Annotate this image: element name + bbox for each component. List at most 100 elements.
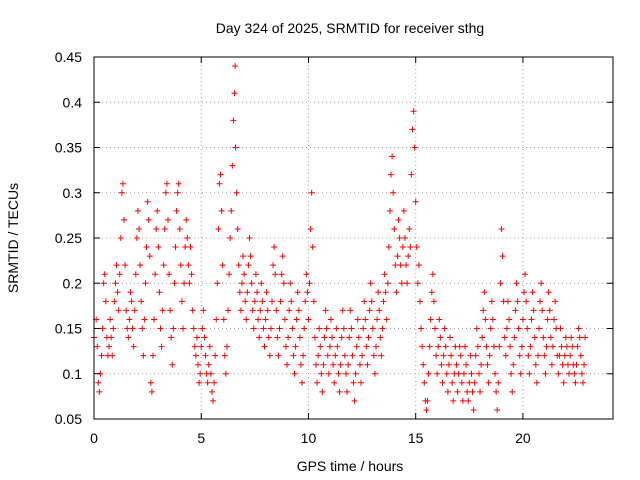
data-point	[438, 361, 445, 368]
data-point	[336, 388, 343, 395]
data-point	[102, 298, 109, 305]
data-point	[304, 289, 311, 296]
chart-title: Day 324 of 2025, SRMTID for receiver sth…	[216, 20, 484, 36]
data-point	[206, 343, 213, 350]
data-point	[475, 370, 482, 377]
data-point	[523, 298, 530, 305]
data-point	[158, 343, 165, 350]
data-point	[284, 361, 291, 368]
data-point	[341, 352, 348, 359]
data-point	[196, 379, 203, 386]
data-point	[436, 316, 443, 323]
data-point	[180, 325, 187, 332]
data-point	[546, 307, 553, 314]
data-point	[258, 280, 265, 287]
data-point	[531, 334, 538, 341]
data-point	[497, 280, 504, 287]
data-point	[567, 352, 574, 359]
data-point	[293, 316, 300, 323]
data-point	[407, 244, 414, 251]
data-point	[275, 352, 282, 359]
data-point	[455, 370, 462, 377]
data-point	[126, 316, 133, 323]
data-point	[527, 343, 534, 350]
data-point	[344, 388, 351, 395]
data-point	[337, 361, 344, 368]
data-point	[147, 379, 154, 386]
data-point	[223, 343, 230, 350]
data-point	[289, 325, 296, 332]
data-point	[317, 343, 324, 350]
data-point	[421, 379, 428, 386]
data-point	[173, 207, 180, 214]
data-point	[119, 180, 126, 187]
data-point	[502, 352, 509, 359]
data-point	[323, 325, 330, 332]
data-point	[216, 180, 223, 187]
data-point	[503, 325, 510, 332]
data-point	[483, 343, 490, 350]
data-point	[96, 388, 103, 395]
data-point	[460, 370, 467, 377]
y-axis-label: SRMTID / TECUs	[5, 183, 21, 293]
data-point	[490, 343, 497, 350]
data-point	[559, 361, 566, 368]
data-point	[100, 280, 107, 287]
data-point	[368, 298, 375, 305]
data-point	[111, 298, 118, 305]
data-point	[443, 370, 450, 377]
data-point	[572, 379, 579, 386]
data-point	[473, 325, 480, 332]
data-point	[276, 325, 283, 332]
data-point	[108, 334, 115, 341]
data-point	[309, 244, 316, 251]
data-point	[560, 379, 567, 386]
data-point	[242, 298, 249, 305]
data-point	[221, 352, 228, 359]
data-point	[218, 207, 225, 214]
data-point	[449, 379, 456, 386]
data-point	[512, 307, 519, 314]
data-point	[371, 370, 378, 377]
data-point	[314, 379, 321, 386]
data-point	[279, 253, 286, 260]
data-point	[243, 316, 250, 323]
data-point	[391, 225, 398, 232]
data-point	[191, 343, 198, 350]
data-point	[189, 307, 196, 314]
data-point	[530, 307, 537, 314]
data-point	[346, 334, 353, 341]
data-point	[253, 289, 260, 296]
data-point	[154, 207, 161, 214]
data-point	[466, 379, 473, 386]
data-point	[545, 289, 552, 296]
data-point	[115, 307, 122, 314]
data-point	[434, 370, 441, 377]
data-point	[184, 235, 191, 241]
data-point	[495, 379, 502, 386]
data-point	[374, 316, 381, 323]
data-point	[498, 225, 505, 232]
data-point	[240, 253, 247, 260]
data-point	[129, 325, 136, 332]
data-point	[121, 216, 128, 223]
data-point	[496, 343, 503, 350]
data-point	[142, 280, 149, 287]
data-point	[479, 334, 486, 341]
data-point	[112, 280, 119, 287]
data-point	[244, 289, 251, 296]
data-point	[408, 171, 415, 178]
data-point	[162, 189, 169, 196]
data-point	[578, 370, 585, 377]
data-point	[248, 280, 255, 287]
data-point	[420, 361, 427, 368]
data-point	[366, 307, 373, 314]
data-point	[267, 325, 274, 332]
data-point	[492, 370, 499, 377]
data-point	[462, 343, 469, 350]
data-point	[185, 262, 192, 269]
data-point	[273, 307, 280, 314]
data-point	[569, 343, 576, 350]
data-point	[533, 379, 540, 386]
data-point	[355, 334, 362, 341]
